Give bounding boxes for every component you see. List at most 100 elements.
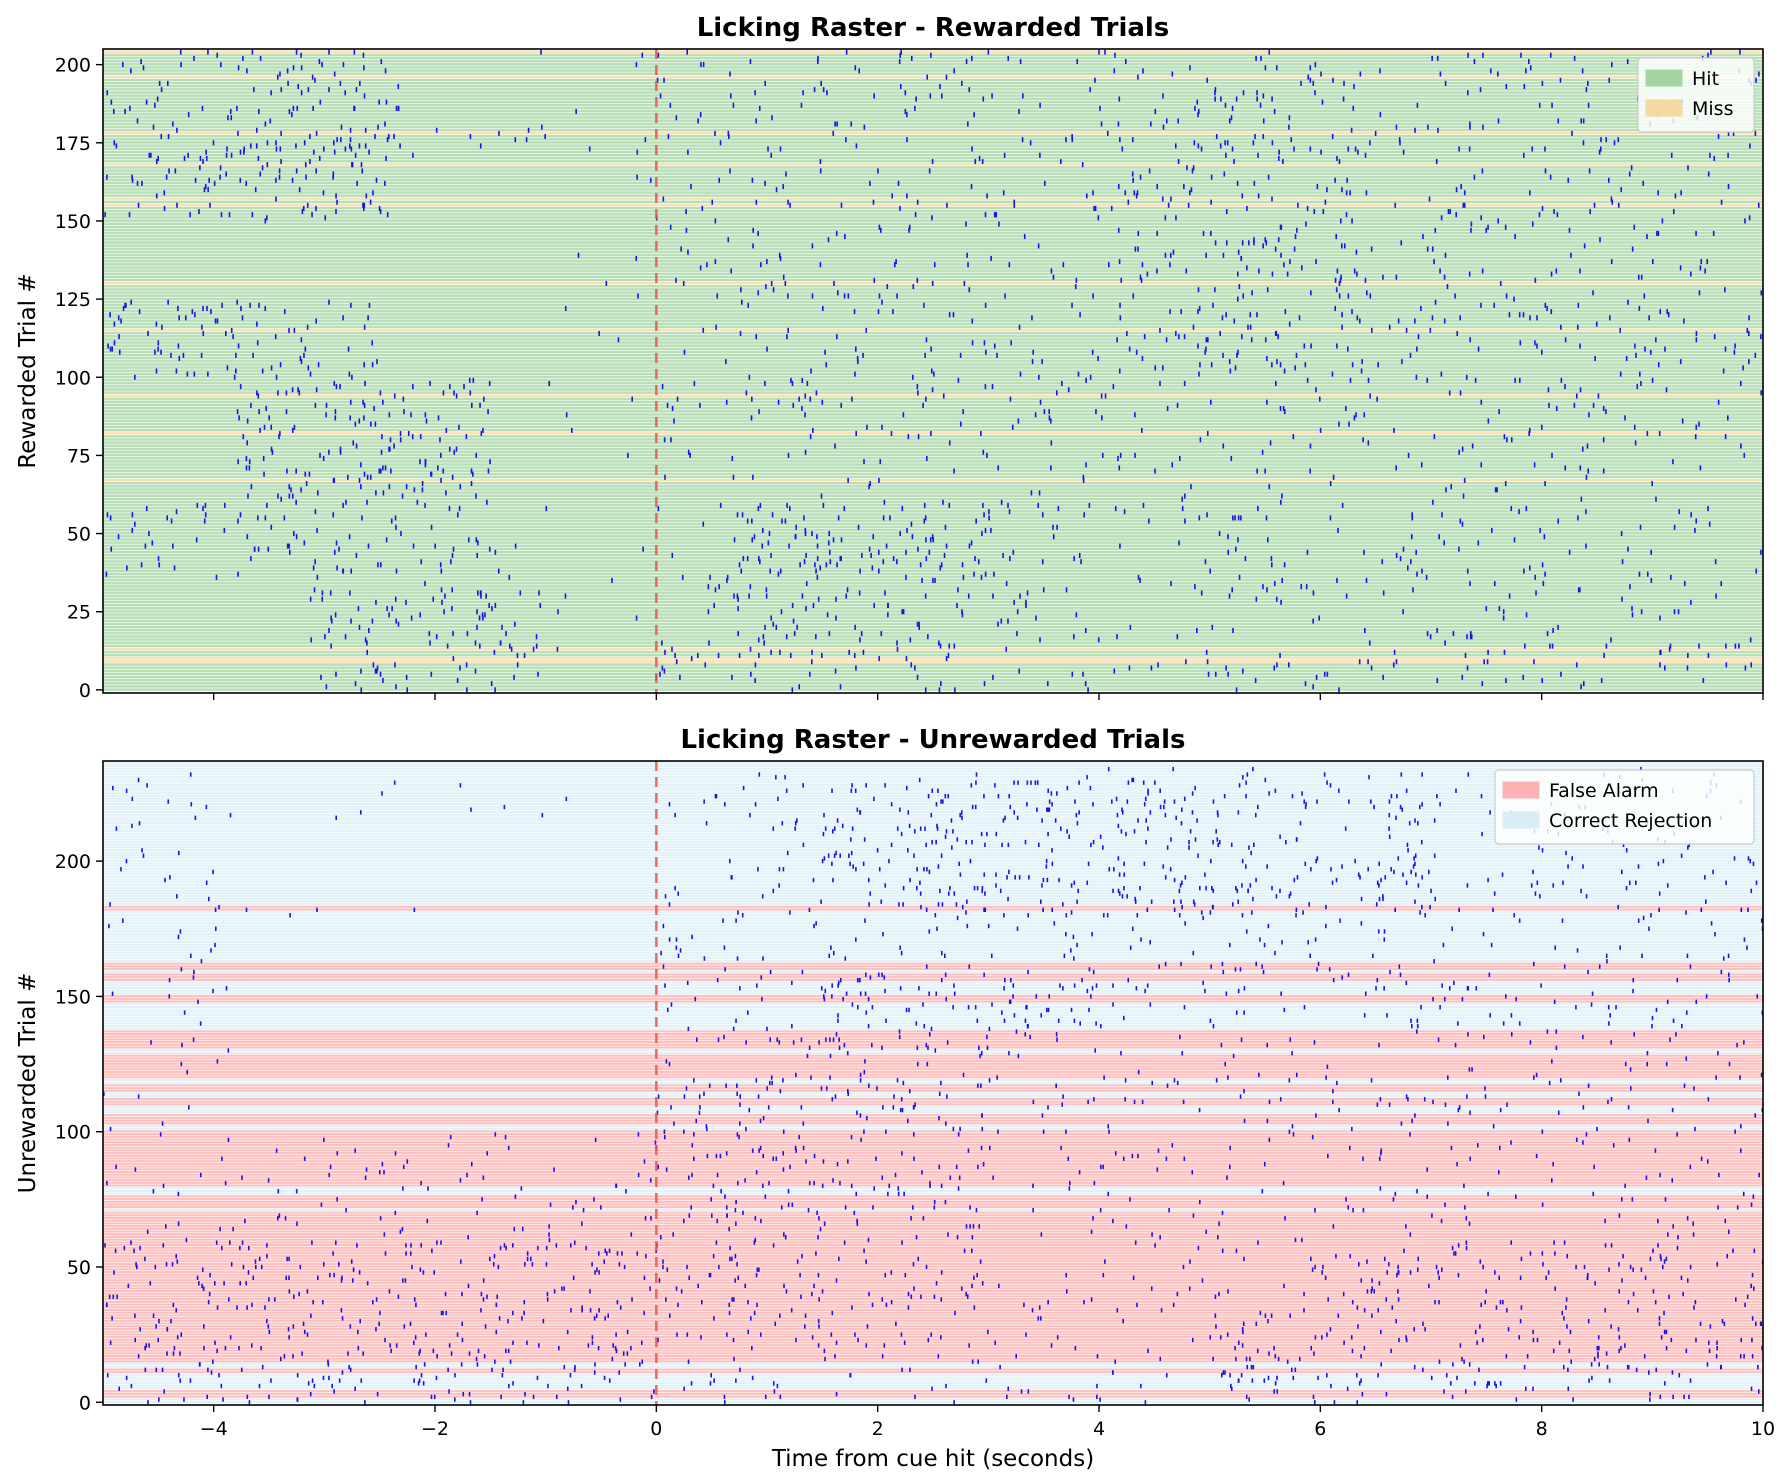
- trial-band: [103, 922, 1763, 925]
- trial-band: [103, 984, 1763, 987]
- trial-band: [103, 557, 1763, 560]
- trial-band: [103, 943, 1763, 946]
- trial-band: [103, 294, 1763, 297]
- trial-band: [103, 816, 1763, 819]
- trial-band: [103, 1124, 1763, 1128]
- trial-band: [103, 169, 1763, 172]
- trial-band: [103, 216, 1763, 219]
- trial-band: [103, 1249, 1763, 1252]
- trial-band: [103, 441, 1763, 444]
- trial-band: [103, 494, 1763, 498]
- trial-band: [103, 1346, 1763, 1349]
- trial-band: [103, 244, 1763, 247]
- trial-band: [103, 481, 1763, 485]
- trial-band: [103, 238, 1763, 241]
- trial-band: [103, 1016, 1763, 1019]
- trial-band: [103, 1341, 1763, 1344]
- trial-band: [103, 1035, 1763, 1038]
- trial-band: [103, 391, 1763, 394]
- plot-area-unrewarded: [103, 761, 1763, 1405]
- trial-band: [103, 403, 1763, 407]
- trial-band: [103, 147, 1763, 151]
- trial-band: [103, 400, 1763, 404]
- trial-band: [103, 372, 1763, 376]
- trial-band: [103, 1333, 1763, 1336]
- trial-band: [103, 1062, 1763, 1065]
- trial-band: [103, 1111, 1763, 1114]
- trial-band: [103, 1011, 1763, 1014]
- trial-band: [103, 156, 1763, 160]
- trial-band: [103, 976, 1763, 979]
- trial-band: [103, 641, 1763, 644]
- trial-band: [103, 1114, 1763, 1117]
- trial-band: [103, 992, 1763, 995]
- trial-band: [103, 854, 1763, 857]
- trial-band: [103, 378, 1763, 382]
- trial-band: [103, 1322, 1763, 1325]
- trial-band: [103, 138, 1763, 141]
- trial-band: [103, 1211, 1763, 1214]
- trial-band: [103, 1368, 1763, 1371]
- trial-band: [103, 1398, 1763, 1401]
- trial-band: [103, 1146, 1763, 1149]
- trial-band: [103, 56, 1763, 60]
- trial-band: [103, 369, 1763, 372]
- trial-band: [103, 1244, 1763, 1247]
- trial-band: [103, 797, 1763, 800]
- trial-band: [103, 422, 1763, 426]
- legend-swatch: [1645, 69, 1683, 87]
- trial-band: [103, 247, 1763, 251]
- trial-band: [103, 475, 1763, 479]
- trial-band: [103, 181, 1763, 185]
- trial-band: [103, 460, 1763, 463]
- legend-rewarded: Hit Miss: [1637, 57, 1755, 133]
- trial-band: [103, 285, 1763, 288]
- trial-band: [103, 908, 1763, 911]
- trial-band: [103, 1273, 1763, 1276]
- trial-band: [103, 1260, 1763, 1263]
- trial-band: [103, 313, 1763, 316]
- trial-band: [103, 1241, 1763, 1244]
- trial-band: [103, 72, 1763, 75]
- trial-band: [103, 363, 1763, 366]
- trial-band: [103, 303, 1763, 307]
- trial-band: [103, 610, 1763, 613]
- y-tick-label: 100: [55, 367, 91, 389]
- trial-band: [103, 973, 1763, 976]
- trial-band: [103, 122, 1763, 125]
- trial-band: [103, 572, 1763, 576]
- trial-band: [103, 1027, 1763, 1030]
- trial-band: [103, 1049, 1763, 1052]
- trial-band: [103, 1198, 1763, 1201]
- trial-band: [103, 356, 1763, 360]
- trial-band: [103, 669, 1763, 673]
- trial-band: [103, 319, 1763, 322]
- trial-band: [103, 1133, 1763, 1136]
- trial-band: [103, 544, 1763, 548]
- trial-band: [103, 113, 1763, 116]
- trial-band: [103, 100, 1763, 104]
- trial-band: [103, 1192, 1763, 1195]
- trial-band: [103, 1338, 1763, 1341]
- trial-band: [103, 510, 1763, 513]
- trial-band: [103, 632, 1763, 635]
- trial-band: [103, 765, 1763, 768]
- trial-band: [103, 1060, 1763, 1063]
- trial-band: [103, 1298, 1763, 1301]
- trial-band: [103, 266, 1763, 269]
- trial-band: [103, 1235, 1763, 1238]
- trial-band: [103, 588, 1763, 591]
- trial-band: [103, 876, 1763, 879]
- trial-band: [103, 1238, 1763, 1241]
- trial-band: [103, 50, 1763, 54]
- panel-unrewarded: Licking Raster - Unrewarded Trials −4 −2 0…: [15, 725, 1775, 1472]
- outcome-bands-unrewarded: [103, 762, 1763, 1404]
- trial-band: [103, 995, 1763, 998]
- y-tick-label: 50: [67, 524, 91, 546]
- trial-band: [103, 986, 1763, 990]
- trial-band: [103, 959, 1763, 962]
- trial-band: [103, 1084, 1763, 1087]
- trial-band: [103, 166, 1763, 169]
- trial-band: [103, 657, 1763, 660]
- trial-band: [103, 905, 1763, 908]
